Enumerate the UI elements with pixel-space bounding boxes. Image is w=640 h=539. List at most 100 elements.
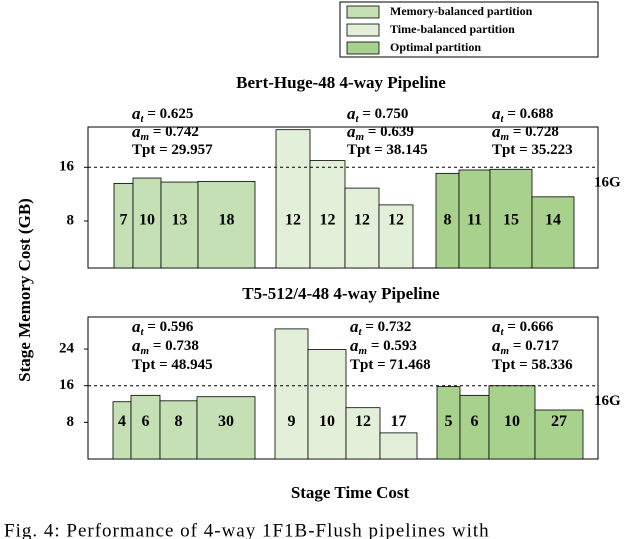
y-tick-label: 8 xyxy=(67,414,75,430)
bar xyxy=(274,328,309,460)
stat-symbol: a xyxy=(347,122,356,141)
stat-annotation: at = 0.688 xyxy=(492,104,553,125)
bar xyxy=(275,129,311,269)
bar xyxy=(344,187,380,269)
stat-eq: = xyxy=(144,106,160,122)
stat-annotation: Tpt = 48.945 xyxy=(132,357,213,373)
legend-label: Time-balanced partition xyxy=(390,22,515,36)
stat-value: 48.945 xyxy=(171,357,212,373)
bar-layer-label: 30 xyxy=(218,413,234,430)
bar-layer-label: 12 xyxy=(355,413,371,430)
y-axis-label: Stage Memory Cost (GB) xyxy=(15,198,34,382)
stat-eq: = xyxy=(144,319,160,335)
bar-layer-label: 8 xyxy=(444,212,452,229)
bar-layer-label: 9 xyxy=(288,413,296,430)
x-axis-label: Stage Time Cost xyxy=(291,483,410,502)
stat-value: 0.742 xyxy=(165,124,199,140)
stat-annotation: am = 0.593 xyxy=(350,336,417,357)
stat-annotation: Tpt = 58.336 xyxy=(492,357,573,373)
legend-swatch xyxy=(346,41,380,55)
stat-subscript: t xyxy=(141,326,145,338)
stat-symbol: a xyxy=(350,336,359,355)
stat-subscript: t xyxy=(501,113,505,125)
stat-symbol: a xyxy=(492,336,501,355)
bar-layer-label: 14 xyxy=(545,212,561,229)
bar-layer-label: 15 xyxy=(503,212,519,229)
bar xyxy=(531,196,575,269)
y-tick-label: 8 xyxy=(67,212,75,228)
stat-annotation: am = 0.742 xyxy=(132,122,199,143)
stat-eq: = xyxy=(373,357,389,373)
y-tick-label: 24 xyxy=(59,341,75,357)
bar-layer-label: 13 xyxy=(172,212,188,229)
y-tick-label: 16 xyxy=(59,377,75,393)
stat-value: 58.336 xyxy=(531,357,573,373)
bar-layer-label: 10 xyxy=(139,212,155,229)
stat-symbol: a xyxy=(132,104,141,123)
stat-eq: = xyxy=(364,124,380,140)
stat-annotation: Tpt = 29.957 xyxy=(132,142,213,158)
stat-symbol: a xyxy=(347,104,356,123)
stat-eq: = xyxy=(504,319,520,335)
stat-eq: = xyxy=(149,124,165,140)
stat-value: 29.957 xyxy=(171,142,213,158)
stat-value: 0.717 xyxy=(525,338,559,354)
bar-layer-label: 10 xyxy=(319,413,335,430)
stat-symbol: Tpt xyxy=(350,357,373,373)
stat-value: 38.145 xyxy=(386,142,427,158)
bar xyxy=(309,160,346,269)
stat-annotation: am = 0.738 xyxy=(132,336,199,357)
stat-value: 0.596 xyxy=(160,319,194,335)
stat-subscript: m xyxy=(356,131,365,143)
caption: Fig. 4: Performance of 4-way 1F1B-Flush … xyxy=(4,520,490,539)
stat-subscript: t xyxy=(141,113,145,125)
bar-layer-label: 12 xyxy=(354,212,370,229)
stat-value: 0.732 xyxy=(378,319,412,335)
stat-subscript: m xyxy=(141,345,150,357)
stat-subscript: m xyxy=(141,131,150,143)
stat-subscript: m xyxy=(501,345,510,357)
legend-label: Optimal partition xyxy=(390,40,481,54)
stat-annotation: Tpt = 38.145 xyxy=(347,142,428,158)
bar-layer-label: 27 xyxy=(551,413,567,430)
stat-value: 0.728 xyxy=(525,124,559,140)
stat-annotation: at = 0.625 xyxy=(132,104,193,125)
stat-value: 0.666 xyxy=(520,319,554,335)
legend-box xyxy=(339,1,599,58)
bar-layer-label: 6 xyxy=(142,413,150,430)
stat-subscript: t xyxy=(356,113,360,125)
y-tick-label: 16 xyxy=(59,159,75,175)
stat-eq: = xyxy=(515,142,531,158)
bar-layer-label: 18 xyxy=(219,212,235,229)
bar xyxy=(307,349,347,460)
stat-value: 0.625 xyxy=(160,106,194,122)
stat-subscript: m xyxy=(359,345,368,357)
stat-annotation: Tpt = 35.223 xyxy=(492,142,573,158)
stat-value: 71.468 xyxy=(389,357,430,373)
stat-value: 35.223 xyxy=(531,142,572,158)
stat-eq: = xyxy=(367,338,383,354)
stat-symbol: a xyxy=(132,336,141,355)
panel-title: T5-512/4-48 4-way Pipeline xyxy=(242,284,440,303)
stat-symbol: a xyxy=(492,122,501,141)
bar-layer-label: 10 xyxy=(504,413,520,430)
stat-annotation: at = 0.596 xyxy=(132,317,194,338)
stat-symbol: a xyxy=(492,104,501,123)
bar xyxy=(489,168,533,269)
panel-title: Bert-Huge-48 4-way Pipeline xyxy=(236,73,446,92)
stat-value: 0.738 xyxy=(165,338,199,354)
stat-subscript: t xyxy=(501,326,505,338)
stat-symbol: Tpt xyxy=(132,357,155,373)
stat-value: 0.750 xyxy=(375,106,409,122)
bar xyxy=(378,204,414,269)
bar-layer-label: 12 xyxy=(388,212,404,229)
stat-value: 0.593 xyxy=(383,338,417,354)
stat-eq: = xyxy=(509,338,525,354)
stat-symbol: a xyxy=(350,317,359,336)
bar xyxy=(534,409,584,460)
bar-layer-label: 6 xyxy=(471,413,479,430)
legend-label: Memory-balanced partition xyxy=(390,4,533,18)
stat-symbol: Tpt xyxy=(132,142,155,158)
stat-value: 0.639 xyxy=(380,124,414,140)
bar xyxy=(160,181,199,269)
